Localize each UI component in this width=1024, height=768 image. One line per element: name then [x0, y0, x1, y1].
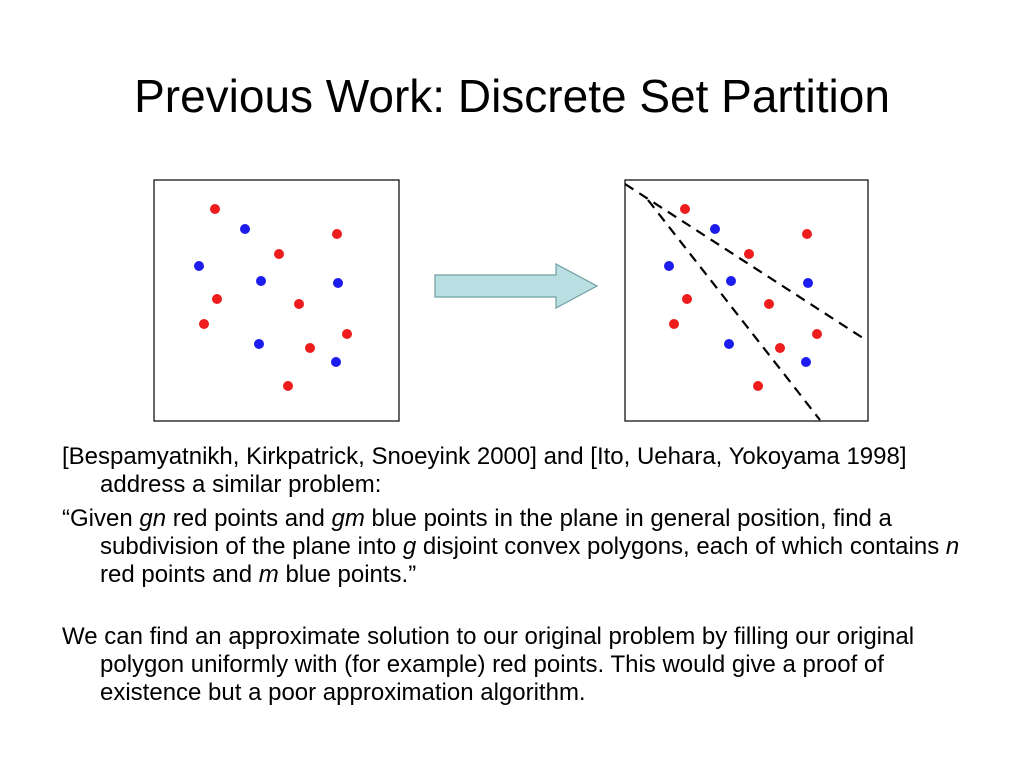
reference-paragraph: [Bespamyatnikh, Kirkpatrick, Snoeyink 20…: [62, 443, 907, 498]
slide-title: Previous Work: Discrete Set Partition: [134, 70, 890, 122]
right-points: [664, 204, 822, 391]
approximation-paragraph: We can find an approximate solution to o…: [62, 623, 915, 706]
blue-point: [724, 339, 734, 349]
blue-point: [331, 357, 341, 367]
quote-var-m: m: [258, 561, 279, 588]
red-point: [802, 229, 812, 239]
problem-quote-paragraph: “Given gn red points and gm blue points …: [62, 505, 972, 589]
red-point: [274, 249, 284, 259]
partition-line-1: [624, 183, 867, 341]
quote-var-g: g: [402, 533, 417, 560]
right-point-set: [624, 179, 869, 422]
red-point: [342, 329, 352, 339]
right-box: [624, 179, 869, 422]
left-points: [194, 204, 352, 391]
quote-var-gn: gn: [139, 505, 167, 532]
red-point: [775, 343, 785, 353]
blue-point: [333, 278, 343, 288]
red-point: [744, 249, 754, 259]
quote-text: blue points.”: [278, 561, 417, 588]
blue-point: [254, 339, 264, 349]
partition-figure: [153, 179, 869, 422]
slide-body: [Bespamyatnikh, Kirkpatrick, Snoeyink 20…: [62, 443, 972, 707]
partition-line-2: [647, 199, 821, 421]
red-point: [332, 229, 342, 239]
quote-text: blue points in the plane in general posi…: [100, 505, 892, 560]
red-point: [212, 294, 222, 304]
red-point: [812, 329, 822, 339]
arrow-icon: [434, 262, 599, 310]
red-point: [764, 299, 774, 309]
quote-text: “Given: [62, 505, 140, 532]
quote-var-gm: gm: [331, 505, 365, 532]
blue-point: [664, 261, 674, 271]
red-point: [210, 204, 220, 214]
blue-point: [194, 261, 204, 271]
blue-point: [240, 224, 250, 234]
blue-point: [710, 224, 720, 234]
red-point: [682, 294, 692, 304]
red-point: [294, 299, 304, 309]
quote-text: red points and: [166, 505, 332, 532]
blue-point: [803, 278, 813, 288]
red-point: [283, 381, 293, 391]
red-point: [680, 204, 690, 214]
left-point-set: [153, 179, 400, 422]
red-point: [199, 319, 209, 329]
red-point: [669, 319, 679, 329]
blue-point: [256, 276, 266, 286]
quote-text: red points and: [100, 561, 259, 588]
blue-point: [801, 357, 811, 367]
quote-text: disjoint convex polygons, each of which …: [416, 533, 946, 560]
red-point: [753, 381, 763, 391]
blue-point: [726, 276, 736, 286]
quote-var-n: n: [945, 533, 960, 560]
red-point: [305, 343, 315, 353]
left-box: [153, 179, 400, 422]
